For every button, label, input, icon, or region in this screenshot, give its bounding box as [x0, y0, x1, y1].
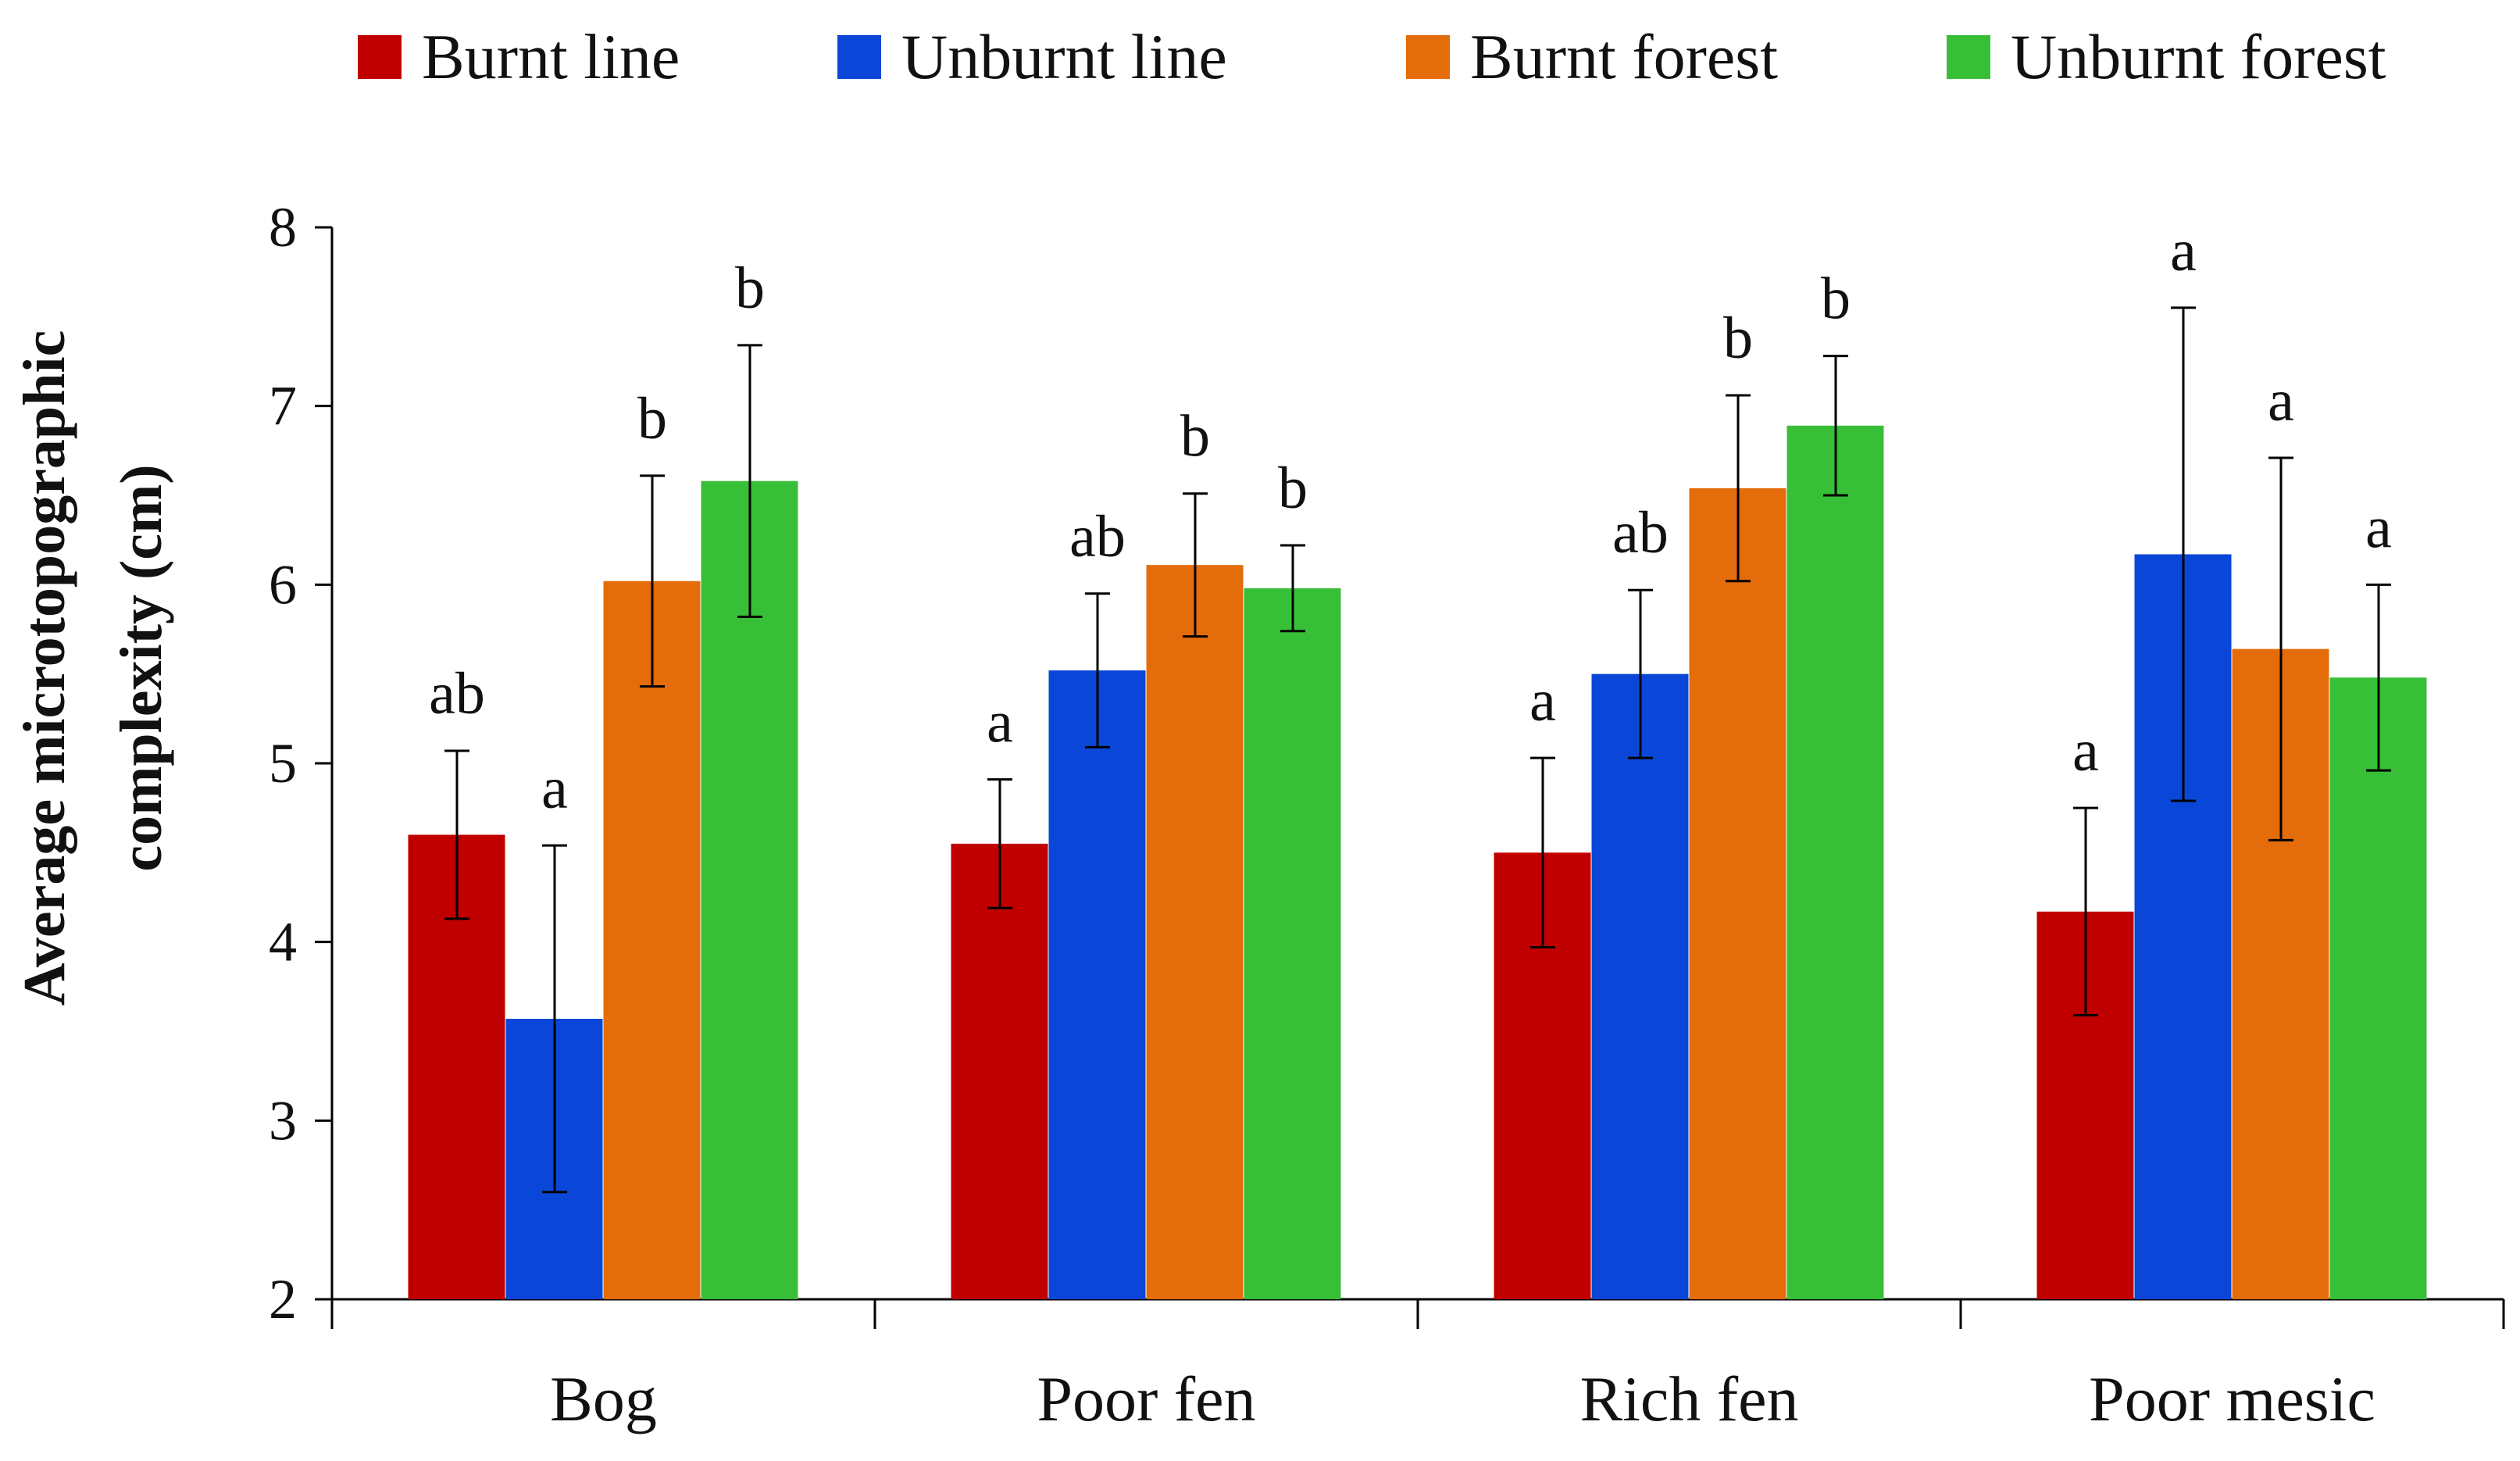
legend-label-unburnt-forest: Unburnt forest: [2011, 21, 2386, 92]
y-tick-label: 4: [269, 911, 297, 973]
y-tick-label: 5: [269, 732, 297, 795]
significance-letter-rich-fen-unburnt-forest: b: [1821, 266, 1851, 332]
significance-letter-bog-unburnt-line: a: [541, 756, 568, 821]
bar-poor-fen-burnt-line: [951, 843, 1048, 1299]
x-tick-label-bog: Bog: [550, 1363, 657, 1434]
legend: Burnt line Unburnt line Burnt forest Unburn…: [358, 21, 2386, 92]
significance-letter-poor-mesic-burnt-line: a: [2072, 718, 2099, 784]
significance-letter-rich-fen-burnt-forest: b: [1723, 305, 1753, 371]
significance-letter-poor-mesic-unburnt-forest: a: [2365, 495, 2392, 560]
y-tick-label: 3: [269, 1089, 297, 1152]
x-tick-label-poor-fen: Poor fen: [1037, 1363, 1255, 1434]
y-tick-label: 2: [269, 1268, 297, 1331]
axes: 2 3 4 5 6 7 8 Bog Poor fen Rich fen Poor mesic: [269, 196, 2505, 1434]
legend-swatch-unburnt-line: [837, 35, 881, 79]
y-axis-label-line-2: complexity (cm): [109, 464, 174, 871]
y-tick-label: 6: [269, 553, 297, 616]
significance-letter-poor-fen-burnt-forest: b: [1180, 404, 1210, 470]
significance-letter-rich-fen-burnt-line: a: [1529, 668, 1556, 734]
legend-label-burnt-forest: Burnt forest: [1470, 21, 1778, 92]
bar-poor-fen-unburnt-forest: [1244, 588, 1341, 1299]
bar-poor-mesic-unburnt-forest: [2329, 677, 2427, 1299]
y-axis-label: Average microtopographic complexity (cm): [12, 330, 174, 1006]
x-tick-label-rich-fen: Rich fen: [1579, 1363, 1798, 1434]
significance-letter-poor-mesic-unburnt-line: a: [2170, 218, 2197, 284]
significance-letter-bog-burnt-forest: b: [637, 386, 667, 452]
legend-label-unburnt-line: Unburnt line: [901, 21, 1227, 92]
legend-swatch-unburnt-forest: [1947, 35, 1990, 79]
significance-letter-poor-fen-unburnt-line: ab: [1069, 504, 1126, 570]
significance-letter-poor-fen-burnt-line: a: [987, 690, 1013, 756]
y-tick-label: 8: [269, 196, 297, 259]
significance-letter-poor-fen-unburnt-forest: b: [1278, 455, 1308, 521]
bar-poor-fen-burnt-forest: [1146, 565, 1244, 1299]
significance-letter-poor-mesic-burnt-forest: a: [2268, 368, 2294, 434]
bar-rich-fen-unburnt-line: [1591, 673, 1689, 1299]
x-tick-label-poor-mesic: Poor mesic: [2089, 1363, 2375, 1434]
bar-poor-fen-unburnt-line: [1048, 670, 1146, 1299]
significance-letter-bog-unburnt-forest: b: [735, 255, 765, 321]
bar-bog-burnt-forest: [603, 580, 701, 1299]
bar-rich-fen-burnt-forest: [1689, 488, 1786, 1300]
legend-swatch-burnt-line: [358, 35, 402, 79]
y-tick-label: 7: [269, 375, 297, 438]
significance-letter-bog-burnt-line: ab: [429, 661, 485, 727]
bar-rich-fen-unburnt-forest: [1786, 425, 1884, 1299]
legend-label-burnt-line: Burnt line: [422, 21, 680, 92]
legend-swatch-burnt-forest: [1406, 35, 1450, 79]
significance-letter-rich-fen-unburnt-line: ab: [1612, 500, 1669, 566]
y-axis-label-line-1: Average microtopographic: [12, 330, 77, 1006]
